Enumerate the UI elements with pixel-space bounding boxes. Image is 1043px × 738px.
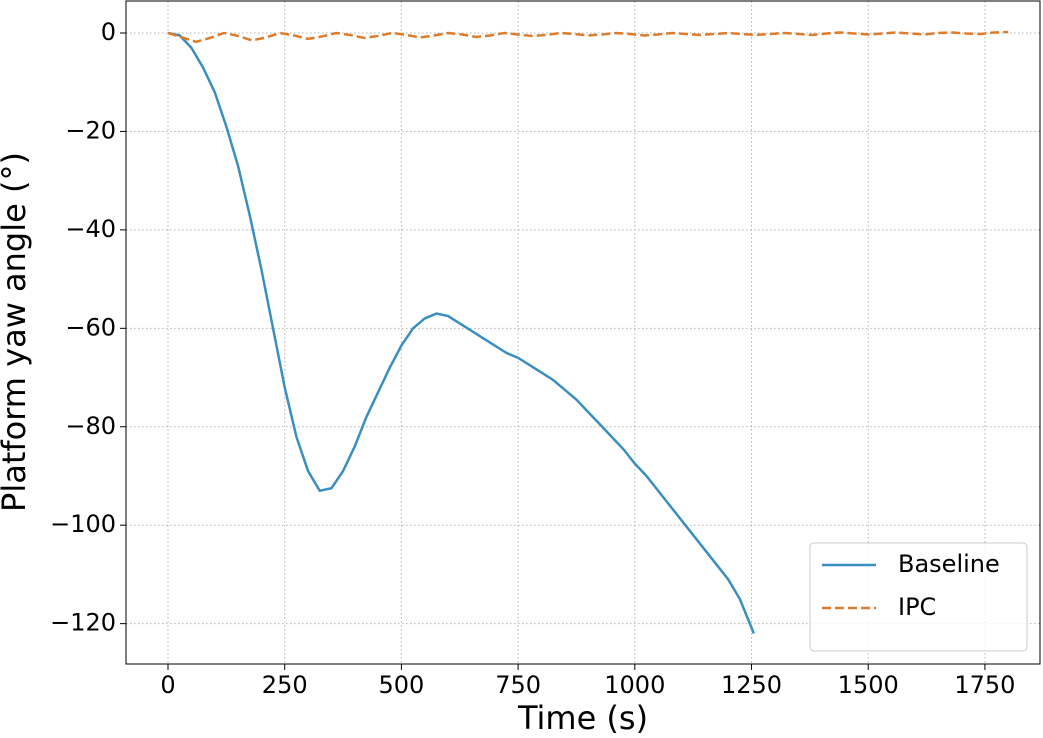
legend-box <box>809 542 1028 652</box>
y-axis-label: Platform yaw angle (°) <box>0 152 33 512</box>
y-tick-label: −20 <box>65 116 116 144</box>
plot-frame <box>125 0 1041 665</box>
legend-label: Baseline <box>898 550 1000 578</box>
y-tick-label: −120 <box>50 609 116 637</box>
legend-label: IPC <box>898 593 936 621</box>
x-tick-label: 1250 <box>721 671 782 699</box>
series-line <box>167 30 1009 44</box>
x-tick-label: 0 <box>160 671 175 699</box>
y-tick-label: −100 <box>50 510 116 538</box>
x-tick-label: 250 <box>262 671 308 699</box>
x-axis-label: Time (s) <box>517 699 648 737</box>
series-line <box>167 31 756 634</box>
x-tick-label: 1000 <box>604 671 665 699</box>
x-tick-label: 500 <box>379 671 425 699</box>
y-tick-label: −40 <box>65 215 116 243</box>
x-tick-label: 1750 <box>954 671 1015 699</box>
x-tick-label: 750 <box>495 671 541 699</box>
y-tick-label: 0 <box>101 18 116 46</box>
y-tick-label: −60 <box>65 313 116 341</box>
y-tick-label: −80 <box>65 412 116 440</box>
x-tick-label: 1500 <box>838 671 899 699</box>
